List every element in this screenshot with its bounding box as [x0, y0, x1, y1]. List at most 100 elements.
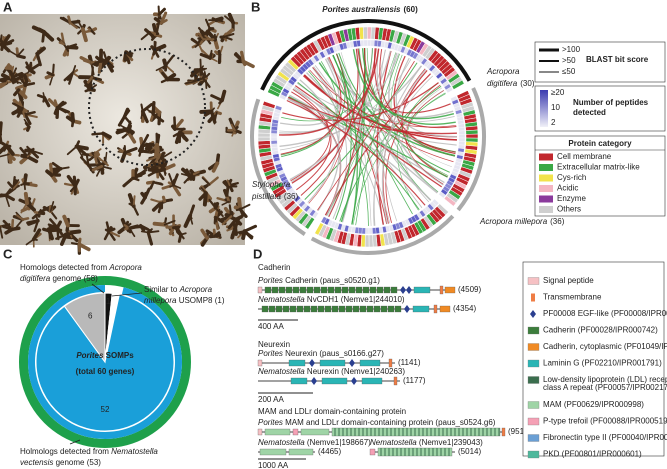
annotation: digitifera genome (58) [20, 274, 98, 283]
polyp [126, 128, 134, 136]
polyp [146, 230, 154, 246]
polyp [168, 173, 175, 187]
protein-name-part: Porites [258, 418, 283, 427]
polyp [41, 29, 55, 42]
domain [289, 305, 297, 313]
protein-name-part: Nematostella [258, 367, 305, 376]
homology-link [314, 65, 423, 209]
domain [362, 286, 370, 294]
homology-link [332, 54, 413, 215]
protein-name-part: MAM and LDLr domain-containing protein (… [283, 418, 496, 427]
homology-link [376, 50, 392, 225]
domain [264, 286, 272, 294]
legend-swatch [527, 434, 540, 442]
homology-link [376, 48, 439, 193]
polyp [141, 102, 153, 113]
domain [257, 286, 263, 294]
legend-swatch [527, 417, 540, 426]
polyp [66, 45, 79, 50]
polyp [15, 218, 24, 228]
legend-label: PF00008 EGF-like (PF00008/IPR000742) [543, 309, 667, 318]
polyp [91, 164, 104, 172]
protein-cell [465, 129, 479, 135]
homology-link [291, 91, 332, 191]
homology-link [379, 48, 457, 129]
annotation-part: digitifera [20, 274, 51, 283]
annotation-part: Acropora [179, 285, 213, 294]
domain [292, 286, 300, 294]
domain [369, 286, 377, 294]
annotation-part: genome (58) [50, 274, 98, 283]
legend-swatch [539, 195, 553, 203]
legend-title: BLAST bit score [586, 55, 649, 64]
domain [406, 286, 412, 294]
polyp [235, 230, 246, 235]
homology-link [282, 82, 439, 121]
polyp [214, 205, 220, 219]
polyp [176, 229, 183, 237]
genome-arc [250, 98, 306, 236]
protein-name-part: Nematostella [370, 438, 417, 447]
arrow [111, 292, 143, 297]
center-title-part: SOMPs [103, 351, 134, 360]
domain [264, 428, 291, 436]
polyp [136, 169, 146, 177]
peptide-cell [368, 227, 373, 235]
slice-label: 52 [101, 405, 110, 414]
peptide-cell [270, 129, 278, 134]
peptide-cell [458, 130, 466, 135]
domain [366, 305, 374, 313]
homology-link [318, 62, 456, 157]
polyp [197, 43, 204, 53]
homology-link [385, 84, 441, 223]
slice-label: 1 [106, 297, 111, 306]
legend-swatch [527, 343, 540, 351]
protein-name-part: Neurexin (paus_s0166.g27) [283, 349, 384, 358]
polyp [107, 230, 121, 238]
protein-cell [262, 100, 276, 109]
polyp [65, 115, 75, 123]
legend-swatch [527, 326, 540, 335]
homology-link [378, 49, 398, 222]
polyp [23, 182, 26, 191]
polyp [132, 204, 139, 216]
legend-label: Fibronectin type II (PF00040/IPR000562) [543, 433, 667, 442]
polyp [190, 68, 201, 78]
domain [299, 286, 307, 294]
homology-link [312, 67, 454, 163]
polyp [0, 34, 11, 47]
peptide-cell [270, 136, 278, 141]
domain [388, 358, 393, 368]
polyp [78, 243, 91, 251]
peptide-cell [320, 216, 328, 224]
species-title: Porites australiensis (60) [322, 5, 418, 14]
polyp [132, 195, 136, 207]
domain [282, 305, 290, 313]
annotation-part: Nematostella [111, 447, 158, 456]
domain [290, 377, 308, 385]
species-label-part: (30) [520, 79, 535, 88]
polyp [218, 99, 224, 105]
domain [377, 447, 453, 457]
legend-box [534, 85, 666, 132]
polyp [15, 214, 24, 221]
domain [439, 305, 451, 313]
annotation-part: Similar to [144, 285, 180, 294]
domain [257, 359, 263, 367]
polyp [204, 18, 211, 30]
protein-length: (4509) [458, 285, 481, 294]
polyp [222, 180, 230, 188]
domain [444, 286, 456, 294]
peptide-cell [458, 141, 466, 146]
protein-cell [314, 222, 325, 236]
domain [320, 286, 328, 294]
legend-label: Acidic [557, 184, 578, 193]
legend-label: Extracellular matrix-like [557, 163, 640, 172]
domain [317, 305, 325, 313]
legend-swatch [539, 206, 553, 213]
annotation: millepora USOMP8 (1) [144, 296, 225, 305]
panel-label: D [253, 246, 262, 261]
protein-name-part: (Nemve1|239043) [417, 438, 483, 447]
protein-name: Nematostella Neurexin (Nemve1|240263) [258, 367, 405, 376]
